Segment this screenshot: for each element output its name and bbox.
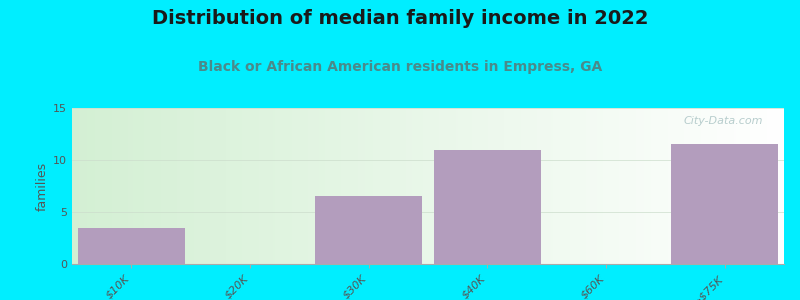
Bar [671, 144, 778, 264]
Bar [78, 228, 185, 264]
Bar [434, 150, 541, 264]
Text: Distribution of median family income in 2022: Distribution of median family income in … [152, 9, 648, 28]
Bar [315, 196, 422, 264]
Text: City-Data.com: City-Data.com [683, 116, 762, 126]
Y-axis label: families: families [36, 161, 49, 211]
Text: Black or African American residents in Empress, GA: Black or African American residents in E… [198, 60, 602, 74]
